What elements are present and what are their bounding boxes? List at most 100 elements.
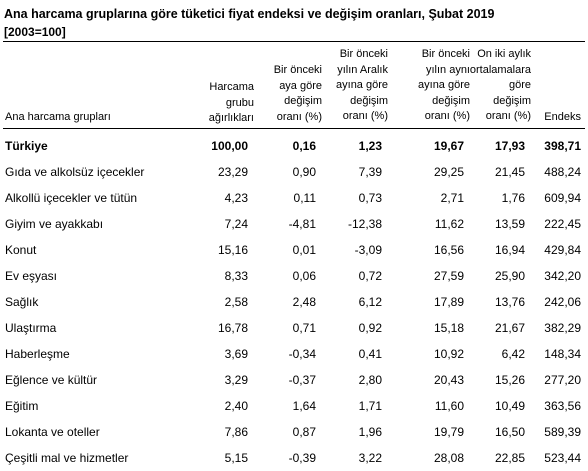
cell-index: 589,39 (544, 425, 581, 439)
cell-twelve-month: 13,76 (494, 295, 525, 309)
cell-prev-dec: -3,09 (354, 243, 382, 257)
cell-index: 363,56 (544, 399, 581, 413)
cell-twelve-month: 16,50 (494, 425, 525, 439)
cell-prev-dec: 0,92 (358, 321, 382, 335)
cell-name: Ev eşyası (5, 269, 58, 283)
cell-prev-year: 29,25 (433, 165, 464, 179)
cell-twelve-month: 25,90 (494, 269, 525, 283)
table-row: Türkiye 100,00 0,16 1,23 19,67 17,93 398,71 (3, 133, 585, 159)
cell-prev-month: 0,01 (292, 243, 316, 257)
cell-index: 382,29 (544, 321, 581, 335)
cell-name: Haberleşme (5, 347, 70, 361)
cell-prev-dec: 1,23 (358, 139, 382, 153)
cell-prev-dec: 7,39 (358, 165, 382, 179)
table-row: Konut 15,16 0,01 -3,09 16,56 16,94 429,84 (3, 237, 585, 263)
cell-prev-month: -0,34 (288, 347, 316, 361)
header-prev-month: Bir önceki aya göre değişim oranı (%) (273, 64, 322, 123)
cell-index: 398,71 (544, 139, 581, 153)
cell-weight: 2,58 (224, 295, 248, 309)
cell-weight: 8,33 (224, 269, 248, 283)
header-rule (3, 128, 585, 129)
header-index: Endeks (544, 111, 581, 123)
table-row: Ulaştırma 16,78 0,71 0,92 15,18 21,67 382,29 (3, 315, 585, 341)
cell-prev-dec: 1,96 (358, 425, 382, 439)
cell-weight: 23,29 (217, 165, 248, 179)
cell-index: 277,20 (544, 373, 581, 387)
cell-prev-month: -4,81 (288, 217, 316, 231)
cell-prev-year: 19,67 (433, 139, 464, 153)
cell-prev-dec: 0,73 (358, 191, 382, 205)
cell-weight: 3,69 (224, 347, 248, 361)
cell-twelve-month: 16,94 (494, 243, 525, 257)
cell-prev-dec: 0,72 (358, 269, 382, 283)
cell-prev-dec: 1,71 (358, 399, 382, 413)
cell-twelve-month: 10,49 (494, 399, 525, 413)
cell-index: 488,24 (544, 165, 581, 179)
header-group: Ana harcama grupları (5, 111, 111, 123)
cell-index: 222,45 (544, 217, 581, 231)
cell-name: Ulaştırma (5, 321, 57, 335)
table-row: Eğitim 2,40 1,64 1,71 11,60 10,49 363,56 (3, 393, 585, 419)
cell-weight: 7,86 (224, 425, 248, 439)
cell-prev-year: 19,79 (433, 425, 464, 439)
table-row: Eğlence ve kültür 3,29 -0,37 2,80 20,43 15,26… (3, 367, 585, 393)
header-prev-dec: Bir önceki yılın Aralık ayına göre değiş… (336, 48, 388, 122)
cell-prev-year: 15,18 (433, 321, 464, 335)
cell-prev-year: 27,59 (433, 269, 464, 283)
top-rule (3, 41, 585, 42)
cell-weight: 2,40 (224, 399, 248, 413)
table-row: Çeşitli mal ve hizmetler 5,15 -0,39 3,22 28,… (3, 445, 585, 471)
cell-twelve-month: 17,93 (494, 139, 525, 153)
cell-prev-month: 0,11 (293, 191, 316, 205)
cell-index: 609,94 (544, 191, 581, 205)
table-title: Ana harcama gruplarına göre tüketici fiy… (4, 7, 495, 21)
cpi-table: Türkiye 100,00 0,16 1,23 19,67 17,93 398,71 Gıd… (3, 133, 585, 471)
cell-name: Alkollü içecekler ve tütün (5, 191, 138, 205)
cell-index: 242,06 (544, 295, 581, 309)
cell-name: Çeşitli mal ve hizmetler (5, 451, 129, 465)
cell-weight: 7,24 (224, 217, 248, 231)
cell-prev-dec: 2,80 (358, 373, 382, 387)
cell-prev-month: -0,37 (288, 373, 316, 387)
cell-name: Konut (5, 243, 37, 257)
cell-twelve-month: 1,76 (501, 191, 525, 205)
header-twelve-month: On iki aylık ortalamalara göre değişim o… (469, 48, 531, 122)
cell-prev-dec: 0,41 (358, 347, 382, 361)
cell-weight: 100,00 (211, 139, 248, 153)
cell-prev-year: 11,62 (434, 217, 464, 231)
cell-prev-month: 0,90 (292, 165, 316, 179)
cell-prev-month: 0,71 (292, 321, 316, 335)
cell-prev-year: 11,60 (434, 399, 464, 413)
table-row: Giyim ve ayakkabı 7,24 -4,81 -12,38 11,62 13,… (3, 211, 585, 237)
cell-twelve-month: 22,85 (494, 451, 525, 465)
table-row: Haberleşme 3,69 -0,34 0,41 10,92 6,42 148,34 (3, 341, 585, 367)
cell-prev-year: 20,43 (433, 373, 464, 387)
cell-twelve-month: 21,45 (494, 165, 525, 179)
cell-name: Eğlence ve kültür (5, 373, 98, 387)
cell-weight: 4,23 (224, 191, 248, 205)
cell-prev-month: -0,39 (288, 451, 316, 465)
cell-name: Lokanta ve oteller (5, 425, 100, 439)
cell-name: Türkiye (5, 139, 48, 153)
cell-prev-month: 2,48 (292, 295, 316, 309)
cell-twelve-month: 21,67 (494, 321, 525, 335)
cell-prev-year: 10,92 (433, 347, 464, 361)
cell-twelve-month: 6,42 (501, 347, 525, 361)
cell-twelve-month: 13,59 (494, 217, 525, 231)
cell-index: 429,84 (544, 243, 581, 257)
cell-name: Gıda ve alkolsüz içecekler (5, 165, 145, 179)
cell-prev-year: 28,08 (433, 451, 464, 465)
table-row: Lokanta ve oteller 7,86 0,87 1,96 19,79 16,50… (3, 419, 585, 445)
cell-name: Sağlık (5, 295, 39, 309)
cell-index: 523,44 (544, 451, 581, 465)
cell-index: 148,34 (544, 347, 581, 361)
cell-weight: 3,29 (224, 373, 248, 387)
cell-prev-year: 17,89 (433, 295, 464, 309)
cell-twelve-month: 15,26 (494, 373, 525, 387)
cell-prev-dec: -12,38 (347, 217, 382, 231)
header-prev-year: Bir önceki yılın aynı ayına göre değişim… (418, 48, 470, 122)
cell-name: Giyim ve ayakkabı (5, 217, 104, 231)
cell-weight: 5,15 (224, 451, 248, 465)
table-row: Alkollü içecekler ve tütün 4,23 0,11 0,73 2,… (3, 185, 585, 211)
cell-prev-dec: 6,12 (358, 295, 382, 309)
